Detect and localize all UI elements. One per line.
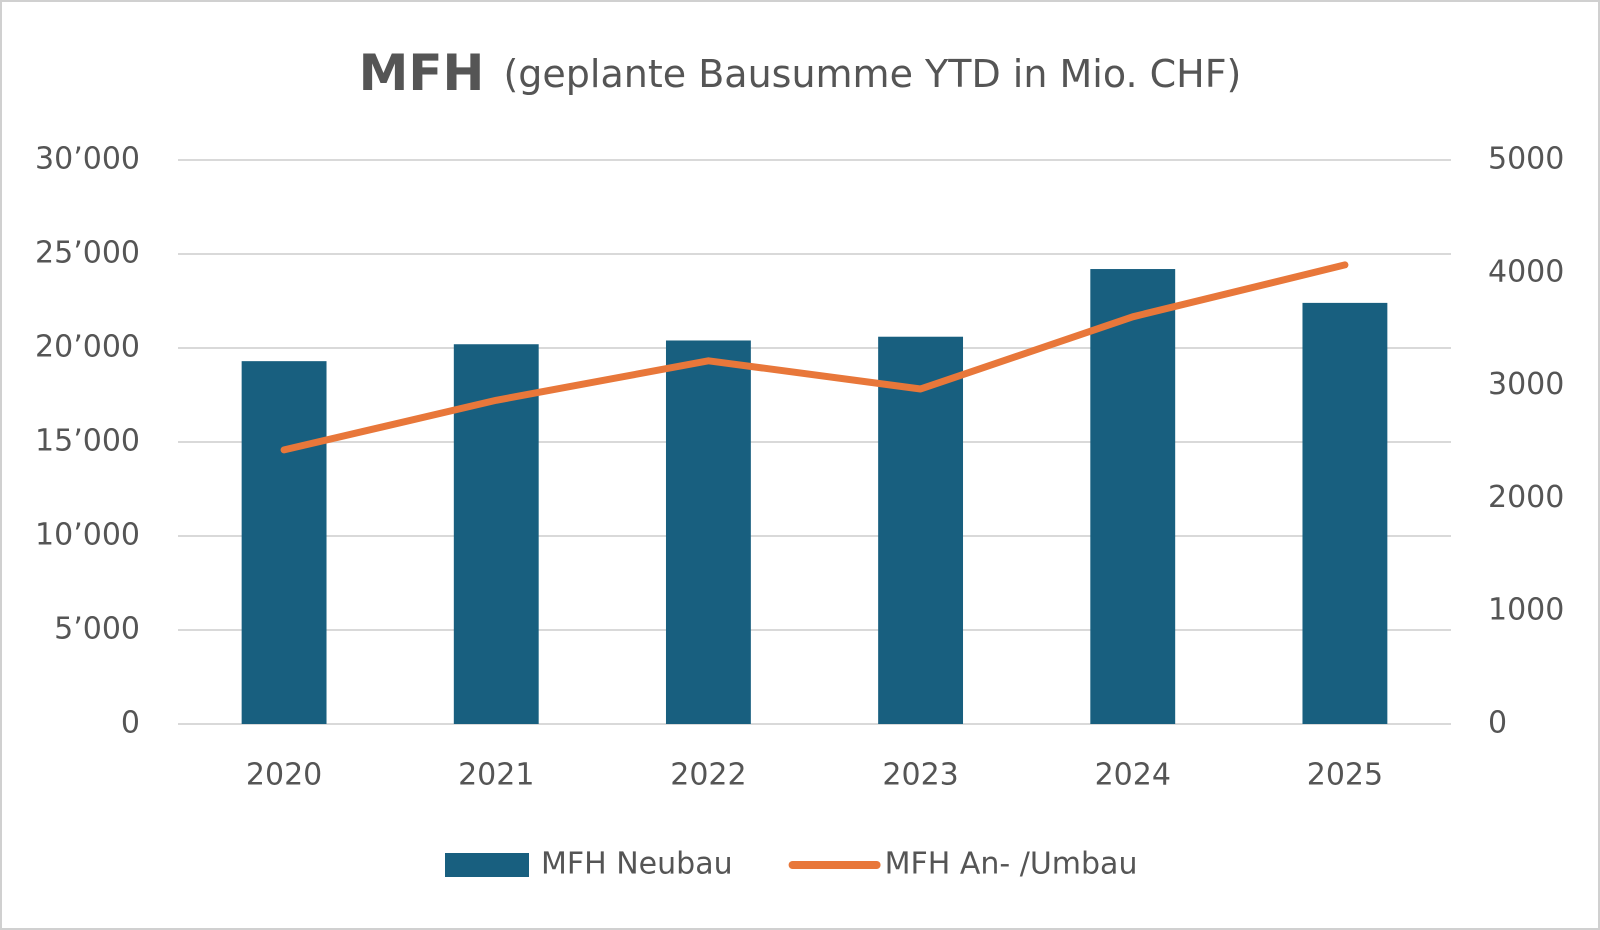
y2-tick-label: 0 xyxy=(1488,706,1507,741)
y-tick-label: 0 xyxy=(121,706,140,741)
bar xyxy=(1302,302,1388,724)
y-tick-label: 20’000 xyxy=(35,330,140,365)
y-tick-label: 15’000 xyxy=(35,424,140,459)
y-tick-label: 10’000 xyxy=(35,518,140,553)
bar xyxy=(878,336,964,724)
bar xyxy=(1090,269,1176,724)
y2-tick-label: 2000 xyxy=(1488,480,1564,515)
bar xyxy=(241,361,327,724)
y2-tick-label: 1000 xyxy=(1488,593,1564,628)
y2-tick-label: 3000 xyxy=(1488,367,1564,402)
x-tick-label: 2024 xyxy=(1095,758,1171,793)
line xyxy=(280,261,1349,454)
chart-subtitle: (geplante Bausumme YTD in Mio. CHF) xyxy=(503,52,1241,96)
x-tick-label: 2020 xyxy=(246,758,322,793)
chart-title-group: MFH (geplante Bausumme YTD in Mio. CHF) xyxy=(359,44,1242,102)
y-tick-label: 25’000 xyxy=(35,236,140,271)
y2-tick-label: 4000 xyxy=(1488,254,1564,289)
chart-title: MFH xyxy=(359,44,485,102)
y-tick-label: 5’000 xyxy=(54,612,140,647)
y-tick-label: 30’000 xyxy=(35,142,140,177)
x-tick-label: 2021 xyxy=(458,758,534,793)
x-tick-label: 2022 xyxy=(670,758,746,793)
x-tick-label: 2025 xyxy=(1307,758,1383,793)
legend-label: MFH Neubau xyxy=(541,847,733,882)
y2-tick-label: 5000 xyxy=(1488,142,1564,177)
x-tick-label: 2023 xyxy=(882,758,958,793)
legend-swatch xyxy=(445,853,529,877)
legend-label: MFH An- /Umbau xyxy=(885,847,1138,882)
bar xyxy=(665,340,751,724)
